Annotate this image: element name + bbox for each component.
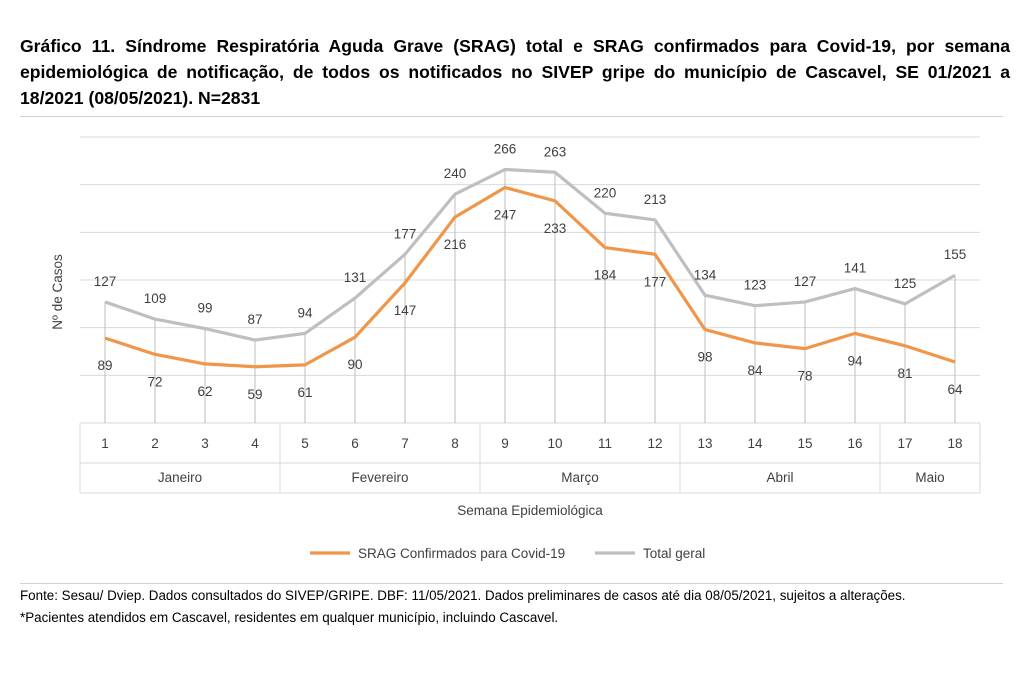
data-label-confirmed: 147 bbox=[394, 303, 417, 318]
data-label-total: 109 bbox=[144, 291, 167, 306]
x-tick-label: 1 bbox=[101, 436, 109, 451]
data-label-total: 94 bbox=[297, 305, 313, 320]
data-label-confirmed: 59 bbox=[247, 387, 262, 402]
data-label-total: 127 bbox=[94, 274, 117, 289]
x-tick-label: 11 bbox=[598, 436, 612, 451]
source-note: Fonte: Sesau/ Dviep. Dados consultados d… bbox=[20, 588, 906, 603]
data-label-total: 87 bbox=[247, 312, 262, 327]
month-label: Março bbox=[561, 470, 599, 485]
x-tick-label: 5 bbox=[301, 436, 309, 451]
title-line-1: Gráfico 11. Síndrome Respiratória Aguda … bbox=[20, 36, 935, 56]
patients-note: *Pacientes atendidos em Cascavel, reside… bbox=[20, 610, 559, 625]
data-label-total: 123 bbox=[744, 278, 767, 293]
data-label-total: 213 bbox=[644, 192, 667, 207]
title-line-3: SE 01/2021 a 18/2021 (08/05/2021). N=283… bbox=[20, 62, 1010, 108]
data-label-confirmed: 62 bbox=[197, 384, 212, 399]
data-label-confirmed: 216 bbox=[444, 237, 467, 252]
x-tick-label: 13 bbox=[697, 436, 712, 451]
data-label-confirmed: 72 bbox=[147, 374, 162, 389]
data-label-confirmed: 94 bbox=[847, 353, 863, 368]
data-label-total: 240 bbox=[444, 166, 467, 181]
data-label-confirmed: 233 bbox=[544, 221, 567, 236]
series-line-total bbox=[104, 167, 956, 342]
month-label: Abril bbox=[766, 470, 793, 485]
data-label-total: 177 bbox=[394, 226, 417, 241]
x-tick-label: 12 bbox=[647, 436, 662, 451]
chart-title: Gráfico 11. Síndrome Respiratória Aguda … bbox=[20, 33, 1010, 111]
x-tick-label: 4 bbox=[251, 436, 259, 451]
x-axis-title: Semana Epidemiológica bbox=[457, 503, 603, 518]
data-label-total: 220 bbox=[594, 185, 617, 200]
x-tick-label: 3 bbox=[201, 436, 209, 451]
legend-label-total: Total geral bbox=[643, 546, 705, 561]
data-label-confirmed: 177 bbox=[644, 274, 667, 289]
data-label-confirmed: 64 bbox=[947, 382, 963, 397]
data-label-total: 131 bbox=[344, 270, 367, 285]
data-label-confirmed: 89 bbox=[97, 358, 112, 373]
data-label-total: 125 bbox=[894, 276, 917, 291]
title-line-2: semana epidemiológica de notificação, de… bbox=[20, 36, 1010, 82]
footer: Fonte: Sesau/ Dviep. Dados consultados d… bbox=[20, 586, 1013, 628]
x-tick-label: 10 bbox=[547, 436, 562, 451]
x-tick-label: 17 bbox=[897, 436, 912, 451]
data-label-confirmed: 98 bbox=[697, 350, 712, 365]
month-label: Janeiro bbox=[158, 470, 202, 485]
data-label-confirmed: 247 bbox=[494, 208, 517, 223]
data-label-total: 263 bbox=[544, 144, 567, 159]
data-label-total: 99 bbox=[197, 301, 212, 316]
x-tick-label: 2 bbox=[151, 436, 159, 451]
x-tick-label: 15 bbox=[797, 436, 812, 451]
x-tick-label: 9 bbox=[501, 436, 509, 451]
data-label-total: 266 bbox=[494, 141, 517, 156]
data-label-confirmed: 78 bbox=[797, 369, 812, 384]
data-label-total: 134 bbox=[694, 267, 717, 282]
series-line-confirmed bbox=[104, 185, 956, 369]
data-label-confirmed: 90 bbox=[347, 357, 362, 372]
x-tick-label: 6 bbox=[351, 436, 359, 451]
data-label-total: 141 bbox=[844, 261, 867, 276]
x-tick-label: 16 bbox=[847, 436, 862, 451]
data-label-total: 127 bbox=[794, 274, 817, 289]
data-label-confirmed: 61 bbox=[297, 385, 312, 400]
legend-label-confirmed: SRAG Confirmados para Covid-19 bbox=[358, 546, 565, 561]
data-label-confirmed: 184 bbox=[594, 268, 617, 283]
x-tick-label: 14 bbox=[747, 436, 763, 451]
month-label: Fevereiro bbox=[351, 470, 408, 485]
y-axis-title: Nº de Casos bbox=[50, 254, 65, 330]
month-label: Maio bbox=[915, 470, 944, 485]
chart-area: 1 2 3 4 5 6 7 8 9 10 11 12 13 14 15 16 17 18 Janeiro Fevere… bbox=[20, 116, 1003, 584]
x-tick-label: 18 bbox=[947, 436, 962, 451]
x-tick-label: 7 bbox=[401, 436, 409, 451]
data-label-total: 155 bbox=[944, 247, 967, 262]
x-tick-label: 8 bbox=[451, 436, 459, 451]
data-label-confirmed: 84 bbox=[747, 363, 763, 378]
data-label-confirmed: 81 bbox=[897, 366, 912, 381]
